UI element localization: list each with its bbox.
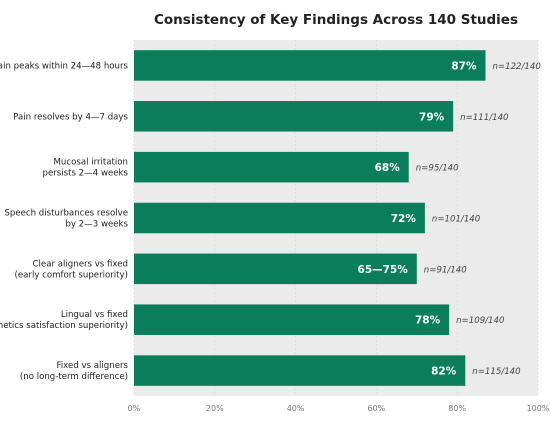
category-label: by 2—3 weeks	[65, 220, 128, 230]
x-axis: 0% 20% 40% 60% 80% 100%	[128, 404, 550, 413]
category-label: Mucosal irritation	[54, 158, 129, 168]
category-label: Speech disturbances resolve	[4, 209, 128, 219]
bar-count-label: n=115/140	[472, 367, 521, 377]
bar-count-label: n=109/140	[456, 316, 505, 326]
bar-value-label: 79%	[419, 111, 445, 123]
category-label: Fixed vs aligners	[56, 361, 128, 371]
bar-count-label: n=111/140	[460, 113, 509, 123]
bar-count-label: n=101/140	[432, 215, 481, 225]
category-labels: Pain peaks within 24—48 hours Pain resolv…	[0, 61, 129, 382]
category-label: Lingual vs fixed	[61, 310, 128, 320]
bar-count-label: n=122/140	[492, 62, 541, 72]
bar-value-label: 82%	[431, 366, 457, 378]
bar	[134, 304, 450, 335]
x-tick-label: 80%	[448, 404, 466, 413]
bar	[134, 253, 417, 285]
category-label: (no long-term difference)	[20, 372, 128, 382]
category-label: (esthetics satisfaction superiority)	[0, 321, 128, 331]
x-tick-label: 0%	[128, 404, 141, 413]
bar-count-label: n=91/140	[424, 265, 467, 275]
bar	[134, 101, 454, 132]
category-label: persists 2—4 weeks	[42, 169, 128, 179]
bar-value-label: 78%	[415, 315, 441, 327]
bar	[134, 50, 486, 81]
bar-value-label: 65—75%	[358, 264, 409, 276]
chart-title: Consistency of Key Findings Across 140 S…	[154, 12, 518, 28]
bar-value-label: 72%	[391, 213, 417, 225]
category-label: Pain resolves by 4—7 days	[13, 112, 128, 122]
bars: 87% n=122/140 79% n=111/140 68% n=95/140 72% n=…	[134, 50, 541, 386]
x-tick-label: 100%	[527, 404, 550, 413]
bar	[134, 151, 409, 183]
bar	[134, 355, 466, 386]
bar	[134, 202, 425, 234]
bar-value-label: 68%	[375, 162, 401, 174]
x-tick-label: 40%	[287, 404, 305, 413]
bar-value-label: 87%	[451, 60, 477, 72]
category-label: (early comfort superiority)	[15, 270, 129, 280]
x-tick-label: 20%	[206, 404, 224, 413]
bar-count-label: n=95/140	[416, 164, 459, 174]
category-label: Clear aligners vs fixed	[33, 259, 128, 269]
x-tick-label: 60%	[368, 404, 386, 413]
category-label: Pain peaks within 24—48 hours	[0, 61, 129, 71]
